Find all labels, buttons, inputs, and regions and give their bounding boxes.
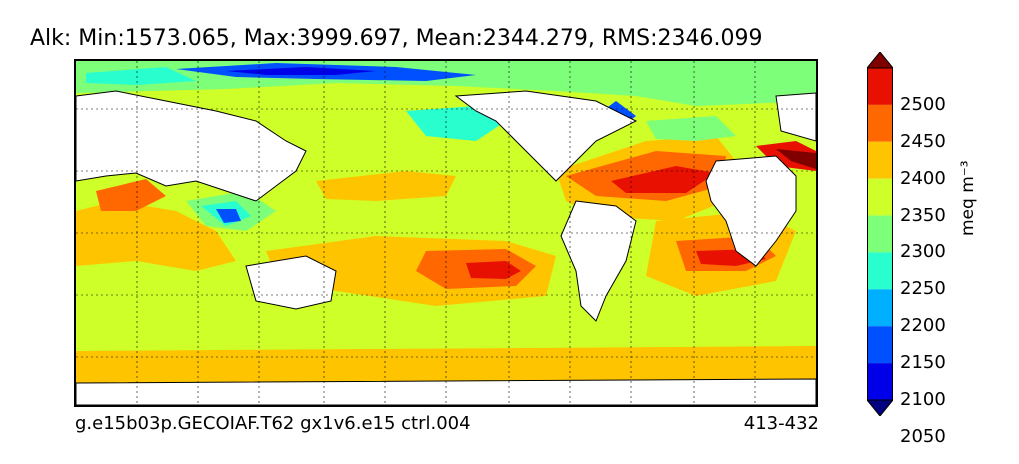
mediterranean-dark [776, 149, 816, 169]
colorbar-bin [867, 289, 893, 327]
alkalinity-map [76, 61, 816, 405]
europe-land [775, 92, 816, 142]
colorbar-tick-label: 2400 [900, 167, 946, 189]
north-pacific-high [316, 171, 456, 201]
australia-land [245, 255, 337, 310]
colorbar-bin [867, 252, 893, 290]
colorbar-bin [867, 104, 893, 142]
year-range: 413-432 [743, 413, 819, 434]
run-name: g.e15b03p.GECOIAF.T62 gx1v6.e15 ctrl.004 [75, 413, 471, 434]
colorbar-bin [867, 215, 893, 253]
colorbar-unit-label: meq m⁻³ [958, 160, 978, 236]
colorbar-tick-label: 2300 [900, 241, 946, 263]
north-atlantic-red [611, 166, 716, 193]
south-pacific-red [466, 261, 521, 279]
colorbar-tick-label: 2200 [900, 315, 946, 337]
africa-land [705, 155, 797, 267]
landmasses [76, 90, 816, 405]
colorbar-tick-label: 2250 [900, 278, 946, 300]
colorbar-bin [867, 326, 893, 364]
colorbar-tick-label: 2450 [900, 130, 946, 152]
colorbar-tick-label: 2050 [900, 425, 946, 447]
south-america-land [560, 200, 637, 322]
indian-ocean-band [76, 201, 236, 271]
colorbar-bin [867, 178, 893, 216]
colorbar [867, 52, 893, 416]
colorbar-bin [867, 141, 893, 179]
colorbar-bin [867, 68, 893, 105]
asia-land [76, 90, 307, 202]
map-panel [74, 59, 818, 407]
colorbar-tick-label: 2100 [900, 389, 946, 410]
colorbar-min-extend [867, 399, 893, 416]
map-title: Alk: Min:1573.065, Max:3999.697, Mean:23… [30, 26, 763, 51]
colorbar-bin [867, 363, 893, 400]
colorbar-max-extend [867, 52, 893, 69]
arctic-cyan-patch [86, 67, 196, 85]
colorbar-tick-label: 2500 [900, 93, 946, 115]
arctic-lower-patch [226, 67, 376, 75]
labrador-green [646, 116, 736, 141]
colorbar-tick-label: 2350 [900, 204, 946, 226]
indonesia-blue [216, 209, 241, 223]
colorbar-tick-label: 2150 [900, 352, 946, 374]
arabian-sea-orange [96, 179, 166, 211]
north-pacific-cyan [406, 106, 506, 141]
graticule [76, 61, 816, 405]
